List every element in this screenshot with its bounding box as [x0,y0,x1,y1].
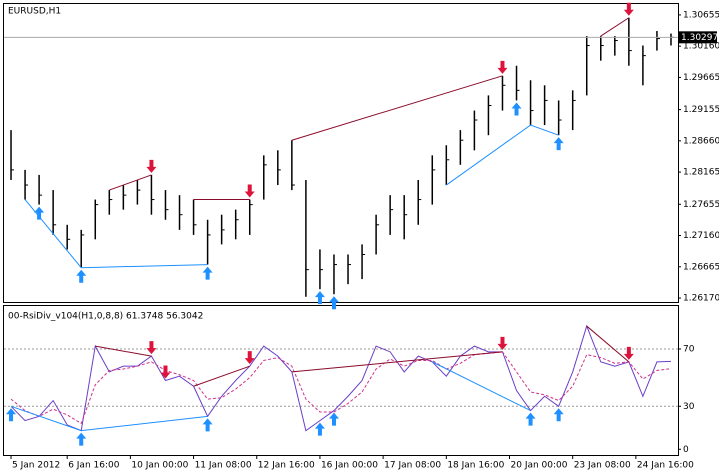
buy-arrow [202,418,213,432]
buy-arrow [202,266,213,280]
sell-arrow [623,2,634,16]
chart-title: EURUSD,H1 [8,7,61,17]
x-tick-label: 17 Jan 08:00 [384,461,441,471]
x-tick-label: 12 Jan 16:00 [258,461,315,471]
sell-arrow [146,159,157,173]
indicator-title: 00-RsiDiv_v104(H1,0,8,8) 61.3748 56.3042 [8,312,203,322]
y-tick-label: 1.28660 [683,136,719,146]
sell-arrow [244,351,255,365]
divergence-line [432,361,531,412]
y-tick-label: 1.30160 [683,42,719,52]
y-tick-label: 1.29665 [683,73,719,83]
divergence-line [291,351,503,373]
y-tick-label: 70 [683,344,695,354]
last-price-label: 1.30297 [681,33,718,43]
x-tick-label: 20 Jan 00:00 [511,461,568,471]
buy-arrow [76,269,87,283]
divergence-line [24,199,82,269]
indicator-line [10,324,671,432]
x-tick-label: 18 Jan 16:00 [447,461,504,471]
x-tick-label: 16 Jan 00:00 [321,461,378,471]
divergence-line [95,345,152,357]
buy-arrow [76,432,87,446]
divergence-line [446,124,531,186]
last-price-box [679,31,717,44]
buy-arrow [314,291,325,305]
sell-arrow [497,60,508,74]
divergence-line [10,405,82,432]
y-tick-label: 1.27655 [683,200,719,210]
divergence-line [600,17,630,37]
sell-arrow [497,336,508,350]
buy-arrow [314,422,325,436]
y-tick-label: 0 [683,445,689,455]
y-tick-label: 1.30655 [683,10,719,20]
price-frame [3,3,679,303]
y-tick-label: 1.28165 [683,168,719,178]
x-tick-label: 24 Jan 16:00 [637,461,694,471]
buy-arrow [553,408,564,422]
sell-arrow [146,341,157,355]
indicator-line [10,351,672,425]
y-tick-label: 1.26665 [683,262,719,272]
sell-arrow [160,365,171,379]
sell-arrow [623,346,634,360]
buy-arrow [328,296,339,310]
divergence-line [193,365,250,387]
buy-arrow [553,137,564,151]
y-tick-label: 1.29155 [683,105,719,115]
y-tick-label: 1.26170 [683,294,719,304]
buy-arrow [511,102,522,116]
y-tick-label: 1.27160 [683,231,719,241]
x-tick-label: 10 Jan 00:00 [131,461,188,471]
divergence-line [530,124,559,136]
divergence-line [81,264,208,269]
divergence-line [109,174,152,191]
y-tick-label: 30 [683,402,695,412]
buy-arrow [525,412,536,426]
divergence-line [586,325,630,363]
indicator-frame [3,305,679,456]
buy-arrow [6,408,17,422]
buy-arrow [328,412,339,426]
divergence-line [291,75,503,141]
x-tick-label: 5 Jan 2012 [12,461,60,471]
divergence-line [81,415,208,432]
buy-arrow [34,206,45,220]
x-tick-label: 11 Jan 08:00 [195,461,252,471]
x-tick-label: 6 Jan 16:00 [68,461,120,471]
x-tick-label: 23 Jan 08:00 [574,461,631,471]
sell-arrow [244,184,255,198]
